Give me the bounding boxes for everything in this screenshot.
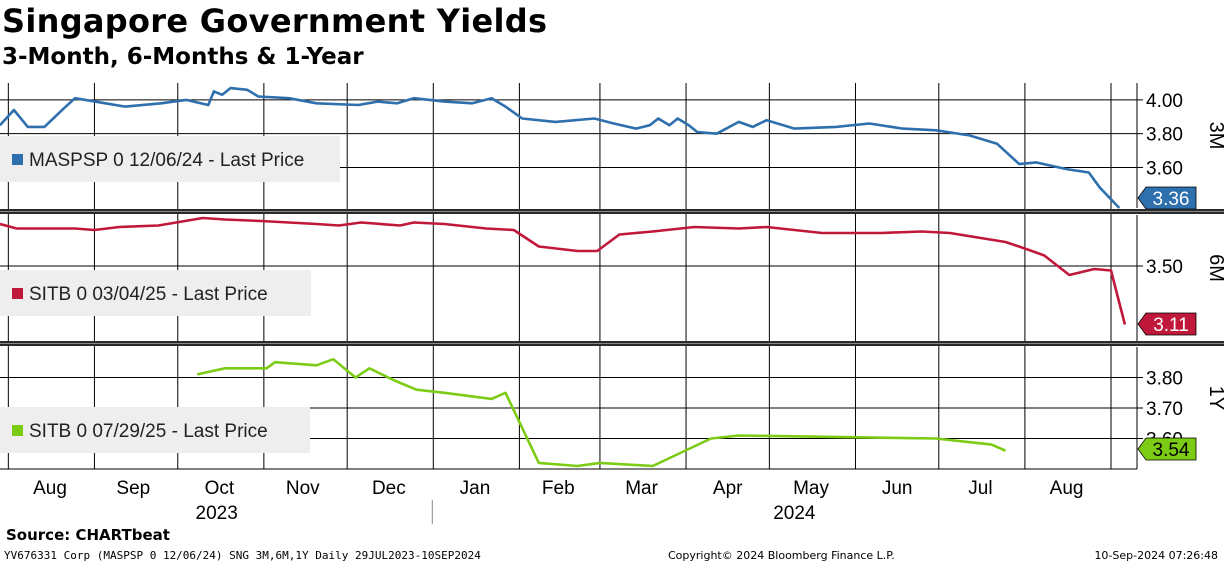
y-tick-label: 3.80: [1146, 369, 1183, 390]
legend-label: SITB 0 07/29/25 - Last Price: [29, 421, 268, 442]
source-note: Source: CHARTbeat: [6, 526, 170, 544]
last-price-tag: 3.11: [1137, 312, 1197, 336]
last-price-tag: 3.36: [1137, 186, 1197, 210]
panel-3M: 3.60 3.80 4.00 3M MASPSP 0 12/06/24 - Last P…: [0, 83, 1224, 210]
x-tick-label: Jan: [460, 478, 491, 499]
x-tick-label: Oct: [205, 478, 235, 499]
x-tick-label: Sep: [116, 478, 150, 499]
last-price-tag: 3.54: [1137, 437, 1197, 461]
footer-ticker: YV676331 Corp (MASPSP 0 12/06/24) SNG 3M…: [4, 549, 481, 562]
series-line: [0, 216, 1127, 325]
legend-swatch: [12, 425, 23, 436]
x-tick-label: Jul: [968, 478, 992, 499]
y-tick-label: 3.70: [1146, 399, 1183, 420]
panel-axis-label: 1Y: [1205, 386, 1224, 410]
x-tick-label: Dec: [372, 478, 406, 499]
legend-box: [0, 270, 311, 316]
legend-box: [0, 136, 340, 182]
series-line: [196, 357, 1007, 468]
x-tick-label: Jun: [882, 478, 913, 499]
legend-swatch: [12, 288, 23, 299]
last-price-badge: [1137, 437, 1197, 461]
last-price-label: 3.11: [1153, 315, 1189, 336]
panel-axis-label: 6M: [1205, 254, 1224, 282]
y-tick-label: 3.50: [1146, 257, 1183, 278]
x-year-label: 2023: [196, 503, 238, 524]
last-price-label: 3.36: [1153, 189, 1190, 210]
x-tick-label: Nov: [286, 478, 320, 499]
chart-title: Singapore Government Yields: [2, 2, 548, 40]
last-price-badge: [1137, 312, 1197, 336]
chart-subtitle: 3-Month, 6-Months & 1-Year: [2, 44, 364, 70]
legend-label: SITB 0 03/04/25 - Last Price: [29, 284, 268, 305]
footer-copyright: Copyright© 2024 Bloomberg Finance L.P.: [668, 549, 895, 562]
legend-box: [0, 407, 310, 453]
panel-axis-label: 3M: [1205, 122, 1224, 150]
x-tick-label: May: [793, 478, 829, 499]
last-price-label: 3.54: [1153, 440, 1190, 461]
x-tick-label: Aug: [1050, 478, 1084, 499]
panel-6M: 3.50 6M SITB 0 03/04/25 - Last Price 3.11: [0, 215, 1224, 341]
x-tick-label: Apr: [713, 478, 743, 499]
legend-swatch: [12, 154, 23, 165]
y-tick-label: 3.60: [1146, 158, 1183, 179]
x-year-label: 2024: [773, 503, 816, 524]
y-tick-label: 4.00: [1146, 91, 1183, 112]
series-line: [0, 86, 1121, 209]
x-tick-label: Aug: [33, 478, 67, 499]
footer-timestamp: 10-Sep-2024 07:26:48: [1094, 549, 1218, 562]
x-tick-label: Feb: [542, 478, 575, 499]
chart-area: 3.60 3.80 4.00 3M MASPSP 0 12/06/24 - Last P…: [0, 83, 1224, 524]
y-tick-label: 3.80: [1146, 125, 1183, 146]
x-tick-label: Mar: [625, 478, 658, 499]
last-price-badge: [1137, 186, 1197, 210]
legend-label: MASPSP 0 12/06/24 - Last Price: [29, 150, 304, 171]
